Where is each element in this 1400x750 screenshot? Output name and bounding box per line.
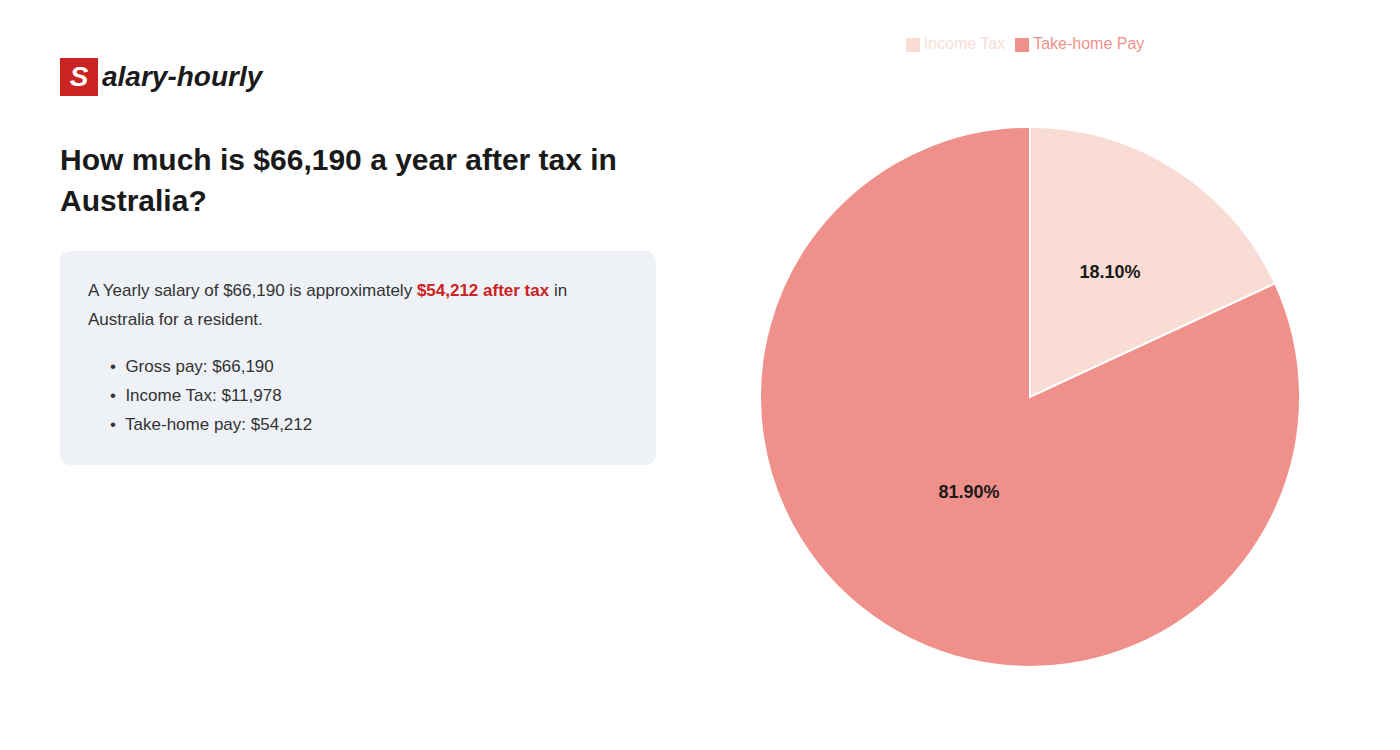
html-text:S: S bbox=[69, 61, 89, 92]
html-text:• Gross pay: $66,190: • Gross pay: $66,190 bbox=[110, 356, 274, 376]
svg-text:81.90%: 81.90% bbox=[938, 482, 999, 502]
svg-text:18.10%: 18.10% bbox=[1079, 262, 1140, 282]
html-text:Income Tax: Income Tax bbox=[923, 35, 1006, 52]
html-text:How much is $66,190 a year aft: How much is $66,190 a year after tax in … bbox=[60, 143, 617, 217]
html-text:A Yearly salary of $66,190 is: A Yearly salary of $66,190 is approximat… bbox=[88, 281, 571, 329]
html-text:• Take-home pay: $54,212: • Take-home pay: $54,212 bbox=[110, 414, 313, 434]
html-text:Take-home Pay: Take-home Pay bbox=[1033, 35, 1145, 52]
html-text:alary-hourly: alary-hourly bbox=[102, 61, 263, 92]
html-text:• Income Tax: $11,978: • Income Tax: $11,978 bbox=[110, 385, 282, 405]
